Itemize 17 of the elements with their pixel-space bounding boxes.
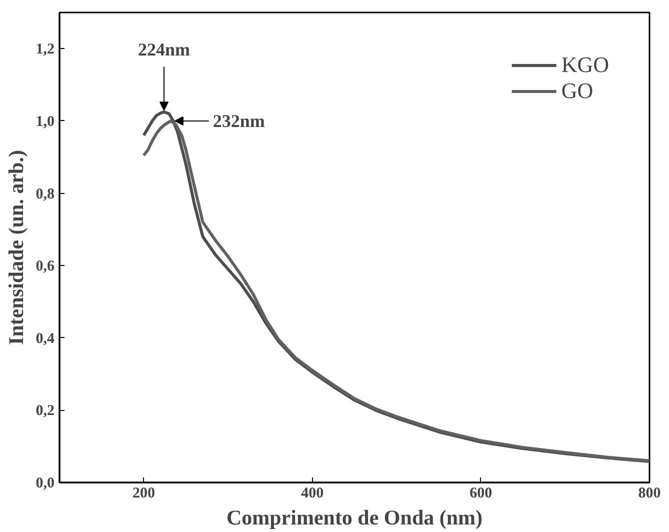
x-tick-label: 200 [132,486,156,502]
x-tick-label: 400 [301,486,324,502]
legend-label: GO [561,78,594,104]
y-axis-title: Intensidade (un. arb.) [4,150,28,345]
annotation: 224nm [138,40,190,60]
y-tick-label: 0,4 [36,330,55,347]
x-tick-label: 600 [470,486,492,502]
x-tick-label: 800 [638,486,661,502]
legend-label: KGO [561,52,609,78]
y-tick-label: 1,0 [36,114,54,130]
y-tick-label: 0,8 [36,186,54,202]
y-tick-label: 0,6 [36,258,55,275]
y-tick-label: 0,0 [36,476,54,492]
x-axis-title: Comprimento de Onda (nm) [226,506,483,530]
annotation: 232nm [212,110,265,131]
y-tick-label: 1,2 [36,42,54,58]
y-tick-label: 0,2 [36,403,54,420]
